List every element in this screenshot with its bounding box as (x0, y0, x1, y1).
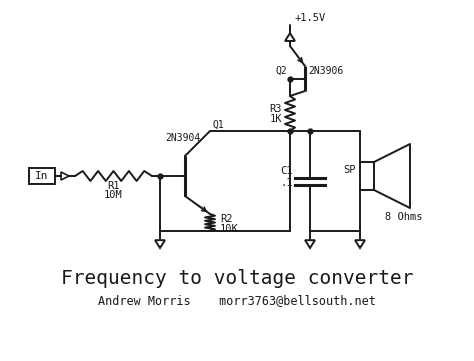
Text: SP: SP (344, 165, 356, 175)
Text: 10K: 10K (220, 223, 239, 234)
Text: Q2: Q2 (275, 65, 287, 75)
Text: +1.5V: +1.5V (295, 13, 326, 23)
Text: .1: .1 (281, 178, 293, 188)
Text: 2N3906: 2N3906 (308, 66, 343, 77)
Text: 8 Ohms: 8 Ohms (385, 212, 423, 222)
Text: In: In (35, 171, 49, 181)
Text: 10M: 10M (104, 190, 123, 200)
Text: 2N3904: 2N3904 (165, 133, 201, 143)
Text: Frequency to voltage converter: Frequency to voltage converter (61, 269, 413, 287)
Text: R2: R2 (220, 213, 233, 223)
Text: Andrew Morris    morr3763@bellsouth.net: Andrew Morris morr3763@bellsouth.net (98, 295, 376, 308)
Text: C1: C1 (281, 166, 293, 177)
Text: R1: R1 (107, 181, 120, 191)
Text: Q1: Q1 (213, 120, 225, 130)
Text: 1K: 1K (270, 113, 282, 123)
Text: R3: R3 (270, 104, 282, 114)
